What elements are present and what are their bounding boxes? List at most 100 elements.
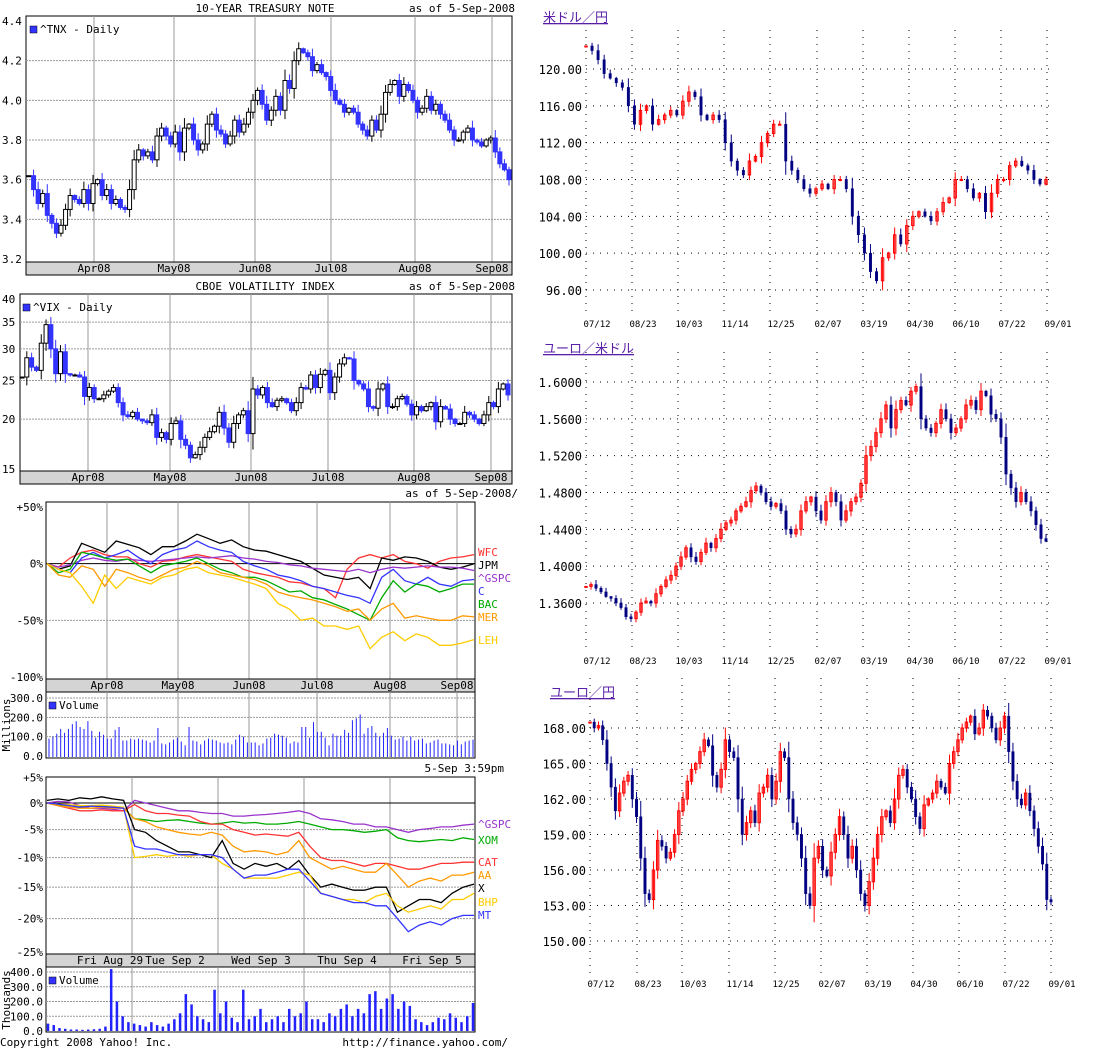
candle-down — [1045, 863, 1049, 900]
plot-area — [45, 501, 476, 680]
candle-down — [705, 114, 709, 120]
candle-up — [694, 763, 698, 770]
candle-up — [964, 404, 968, 420]
y-tick-label: 1.5600 — [539, 413, 582, 427]
candle-up — [332, 376, 338, 394]
candle-up — [959, 418, 963, 429]
candle-up — [669, 574, 673, 581]
candle-down — [711, 745, 715, 776]
candle-down — [854, 846, 858, 871]
candle-down — [356, 379, 362, 385]
x-tick-label: 02/07 — [814, 320, 841, 330]
candle-down — [1020, 160, 1024, 166]
candle-up — [106, 390, 112, 396]
candle-down — [479, 141, 485, 147]
candle-down — [602, 59, 606, 74]
candle-up — [438, 406, 444, 423]
candle-up — [884, 404, 888, 420]
candle-up — [399, 395, 405, 400]
legend-label: ^TNX - Daily — [40, 23, 120, 36]
candle-up — [668, 851, 673, 859]
candle-up — [886, 252, 891, 259]
candle-up — [204, 123, 210, 145]
candle-down — [974, 400, 978, 410]
candle-up — [794, 528, 798, 535]
x-tick-label: 03/19 — [864, 980, 891, 990]
candle-up — [227, 135, 233, 145]
candle-up — [820, 183, 824, 190]
candle-down — [651, 105, 655, 125]
x-tick-label: Aug08 — [373, 679, 406, 692]
y-tick-label: 116.00 — [539, 100, 582, 114]
x-tick-label: 03/19 — [860, 657, 887, 667]
candle-up — [869, 445, 873, 457]
candle-up — [136, 149, 142, 161]
candle-up — [914, 386, 918, 392]
candle-down — [740, 798, 744, 835]
candle-up — [947, 763, 952, 794]
candle-down — [904, 400, 908, 406]
candle-down — [643, 857, 647, 894]
candle-down — [154, 414, 160, 438]
chart-title-link[interactable]: ユーロ／米ドル — [543, 342, 634, 357]
candle-down — [99, 179, 105, 197]
chart-title-link[interactable]: 米ドル／円 — [543, 11, 608, 26]
candle-up — [905, 225, 909, 245]
candle-up — [838, 179, 842, 181]
candle-down — [1011, 751, 1015, 782]
candle-down — [989, 395, 993, 415]
candle-up — [669, 109, 673, 116]
legend-swatch-icon — [48, 976, 57, 985]
candle-down — [346, 357, 352, 360]
candle-up — [159, 127, 165, 137]
candle-down — [1024, 492, 1028, 502]
candle-up — [897, 774, 901, 800]
candle-up — [617, 792, 622, 812]
candle-up — [419, 107, 425, 113]
y-tick-label: 0% — [30, 558, 44, 571]
candle-down — [309, 56, 315, 72]
candle-down — [385, 383, 391, 408]
candle-down — [728, 739, 732, 752]
candle-down — [918, 816, 922, 829]
candle-down — [614, 598, 618, 604]
candle-up — [875, 834, 880, 859]
candle-up — [849, 501, 853, 512]
chart-title-link[interactable]: ユーロ／円 — [550, 686, 615, 701]
candle-up — [95, 179, 101, 185]
candle-up — [127, 189, 133, 210]
x-tick-label: Tue Sep 2 — [145, 954, 205, 967]
y-tick-label: 112.00 — [539, 137, 582, 151]
y-tick-label: 1.6000 — [539, 376, 582, 390]
x-tick-label: Apr08 — [90, 679, 123, 692]
y-tick-label: 153.00 — [543, 900, 586, 914]
candle-up — [812, 857, 816, 907]
chart-title: 10-YEAR TREASURY NOTE — [195, 2, 334, 15]
x-tick-label: 11/14 — [721, 320, 748, 330]
x-tick-label: 12/25 — [767, 657, 794, 667]
candle-down — [608, 73, 612, 79]
candle-up — [173, 420, 179, 425]
candle-down — [1015, 781, 1019, 800]
candle-up — [596, 725, 601, 729]
y-tick-label: -50% — [17, 614, 44, 627]
candle-down — [1032, 170, 1036, 180]
candle-up — [719, 768, 723, 788]
x-tick-label: Apr08 — [71, 471, 104, 484]
candle-down — [965, 179, 969, 189]
candle-up — [81, 189, 87, 204]
candle-down — [178, 420, 184, 440]
candle-down — [604, 591, 608, 597]
y-tick-label: 100.0 — [10, 731, 43, 744]
candle-down — [605, 739, 609, 764]
candle-down — [168, 135, 174, 145]
candle-up — [809, 496, 813, 503]
as-of-date: 5-Sep 3:59pm — [425, 762, 505, 775]
candle-down — [415, 99, 421, 113]
candle-down — [819, 510, 823, 521]
legend-label-x: X — [478, 882, 485, 895]
candle-down — [370, 406, 376, 409]
candle-up — [644, 105, 649, 111]
candle-down — [29, 357, 35, 368]
candle-down — [31, 175, 37, 191]
